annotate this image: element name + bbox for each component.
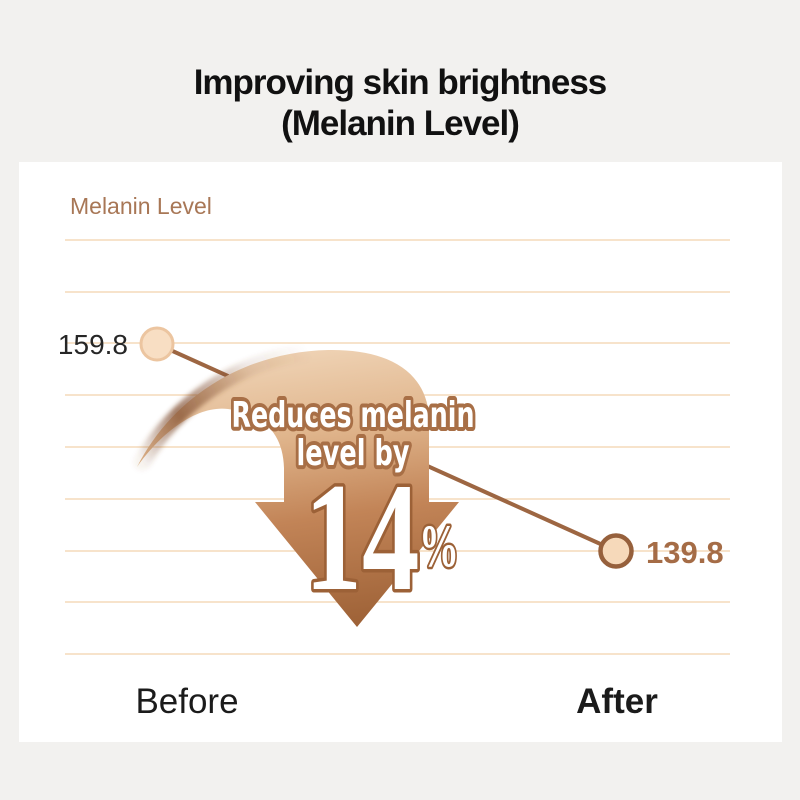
reduction-percent-number: 14 [305, 451, 420, 623]
annotation-line-1: Reduces melanin [232, 395, 475, 436]
before-data-point [139, 326, 175, 362]
percent-sign: % [419, 513, 459, 579]
after-value-label: 139.8 [646, 535, 724, 570]
before-category-label: Before [135, 682, 239, 721]
page-title: Improving skin brightness (Melanin Level… [0, 62, 800, 144]
y-axis-label: Melanin Level [70, 193, 212, 219]
after-category-label: After [576, 682, 658, 721]
reduction-annotation: Reduces melanin level by 14 % [228, 391, 479, 627]
arrow-shadow-streak [133, 344, 314, 471]
annotation-line-2: level by [297, 433, 410, 474]
before-value-label: 159.8 [57, 329, 128, 360]
after-data-point [598, 533, 634, 569]
reduction-arrow [133, 344, 459, 627]
title-line-2: (Melanin Level) [281, 104, 520, 143]
title-line-1: Improving skin brightness [193, 63, 608, 102]
